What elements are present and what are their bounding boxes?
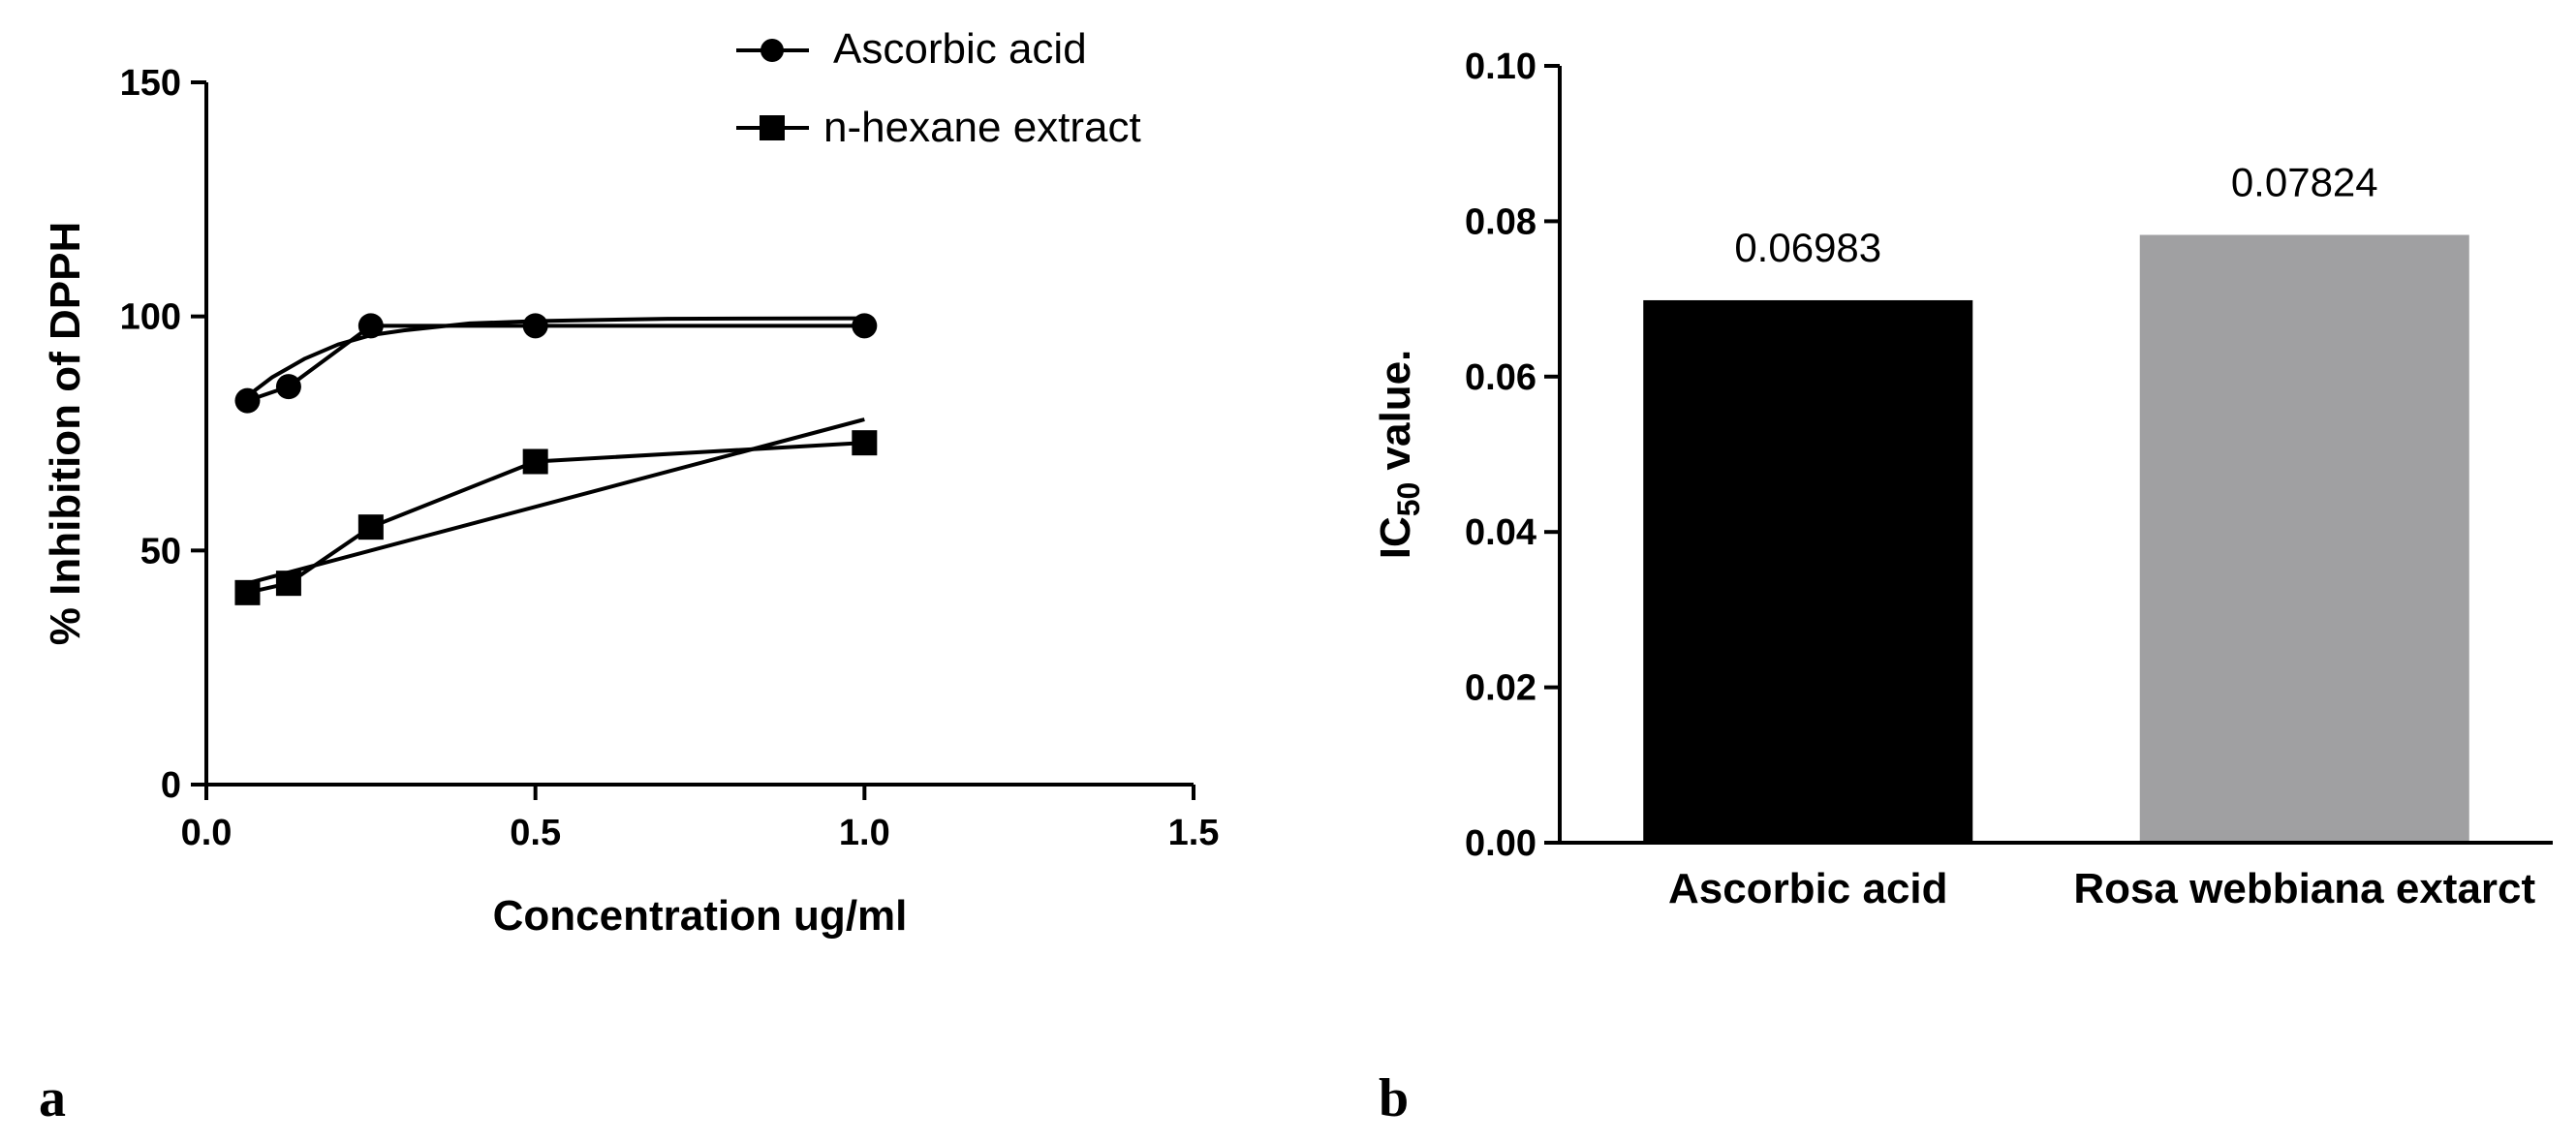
y-tick-label: 50 — [140, 531, 181, 571]
panel-b-y-ticks: 0.00 0.02 0.04 0.06 0.08 0.10 — [1465, 46, 1560, 864]
panel-a-axes — [204, 82, 1194, 787]
panel-a-line-chart: 0 50 100 150 0.0 0.5 1.0 1.5 % Inhibition of D… — [42, 25, 1219, 940]
data-point-ascorbic-acid — [275, 374, 301, 400]
legend-entry-n-hexane-extract: n-hexane extract — [736, 104, 1141, 151]
panel-b-category-labels: Ascorbic acid Rosa webbiana extarct — [1668, 865, 2536, 912]
y-tick-label: 0.06 — [1465, 357, 1536, 398]
y-tick-label: 0.02 — [1465, 668, 1536, 709]
value-label-ascorbic-acid: 0.06983 — [1734, 225, 1881, 270]
fit-curve-n-hexane-extract — [246, 417, 865, 586]
ic-rest: value. — [1372, 350, 1419, 482]
x-tick-label: 0.0 — [181, 813, 233, 853]
panel-letter-b: b — [1379, 1068, 1409, 1128]
data-point-ascorbic-acid — [852, 313, 878, 339]
data-point-ascorbic-acid — [522, 313, 548, 339]
x-tick-label: 1.5 — [1168, 813, 1220, 853]
y-tick-label: 100 — [120, 297, 181, 338]
data-point-n-hexane-extract — [234, 579, 261, 605]
panel-a-legend: Ascorbic acid n-hexane extract — [736, 25, 1141, 151]
y-tick-label: 0.10 — [1465, 46, 1536, 87]
x-tick-label: 1.0 — [839, 813, 890, 853]
bar-ascorbic-acid — [1643, 299, 1973, 844]
legend-square-marker — [760, 115, 785, 140]
panel-a-y-axis-title: % Inhibition of DPPH — [42, 222, 89, 646]
y-tick-label: 150 — [120, 63, 181, 104]
panel-b-y-axis-title: IC50 value. — [1372, 350, 1426, 560]
panel-letter-a: a — [39, 1068, 66, 1128]
data-point-n-hexane-extract — [357, 514, 384, 540]
data-point-n-hexane-extract — [852, 430, 878, 456]
data-point-n-hexane-extract — [522, 448, 548, 475]
panel-b-value-labels: 0.06983 0.07824 — [1734, 160, 2377, 270]
ic-text: IC — [1372, 516, 1419, 559]
data-point-n-hexane-extract — [275, 571, 301, 597]
legend-label-n-hexane-extract: n-hexane extract — [823, 104, 1141, 151]
y-tick-label: 0.04 — [1465, 512, 1536, 553]
y-tick-label: 0.08 — [1465, 201, 1536, 242]
y-tick-label: 0 — [161, 765, 181, 806]
category-label-ascorbic-acid: Ascorbic acid — [1668, 865, 1948, 912]
legend-label-ascorbic-acid: Ascorbic acid — [833, 25, 1087, 73]
y-tick-label: 0.00 — [1465, 823, 1536, 864]
category-label-rosa-webbiana-extarct: Rosa webbiana extarct — [2073, 865, 2535, 912]
legend-circle-marker — [760, 39, 784, 62]
panel-b-bars — [1643, 234, 2469, 844]
value-label-rosa-webbiana-extarct: 0.07824 — [2231, 160, 2378, 205]
ic-subscript: 50 — [1391, 482, 1426, 517]
panel-a-data-points — [234, 313, 878, 605]
panel-a-x-axis-title: Concentration ug/ml — [493, 892, 908, 940]
panel-a-y-ticks: 0 50 100 150 — [120, 63, 206, 806]
x-tick-label: 0.5 — [510, 813, 561, 853]
bar-rosa-webbiana-extarct — [2139, 234, 2469, 843]
data-point-ascorbic-acid — [234, 387, 261, 414]
legend-entry-ascorbic-acid: Ascorbic acid — [736, 25, 1087, 73]
data-point-ascorbic-acid — [357, 313, 384, 339]
panel-a-x-ticks: 0.0 0.5 1.0 1.5 — [181, 785, 1220, 853]
